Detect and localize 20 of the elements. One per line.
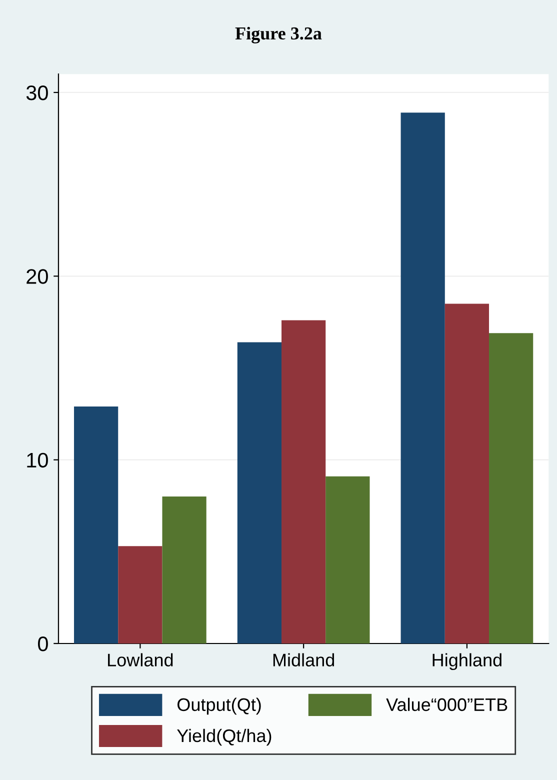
y-tick-label: 0 [38, 636, 48, 652]
bar [237, 342, 282, 644]
bar [489, 333, 534, 644]
y-tick-label: 10 [27, 452, 48, 468]
bar [162, 496, 206, 644]
bar [118, 546, 162, 644]
legend-label: Value“000”ETB [386, 698, 508, 712]
legend-label: Yield(Qt/ha) [177, 728, 272, 746]
bar [282, 320, 326, 644]
y-tick-label: 20 [26, 269, 48, 284]
bar [400, 112, 445, 644]
x-tick-label: Highland [432, 653, 502, 670]
y-tick-label: 30 [26, 85, 48, 100]
legend-label: Output(Qt) [177, 698, 261, 715]
x-tick-label: Midland [273, 653, 334, 666]
x-tick-label: Lowland [108, 653, 173, 666]
chart-title: Figure 3.2a [235, 26, 322, 44]
bar [74, 406, 118, 644]
bar [444, 304, 490, 644]
bar [326, 476, 370, 644]
